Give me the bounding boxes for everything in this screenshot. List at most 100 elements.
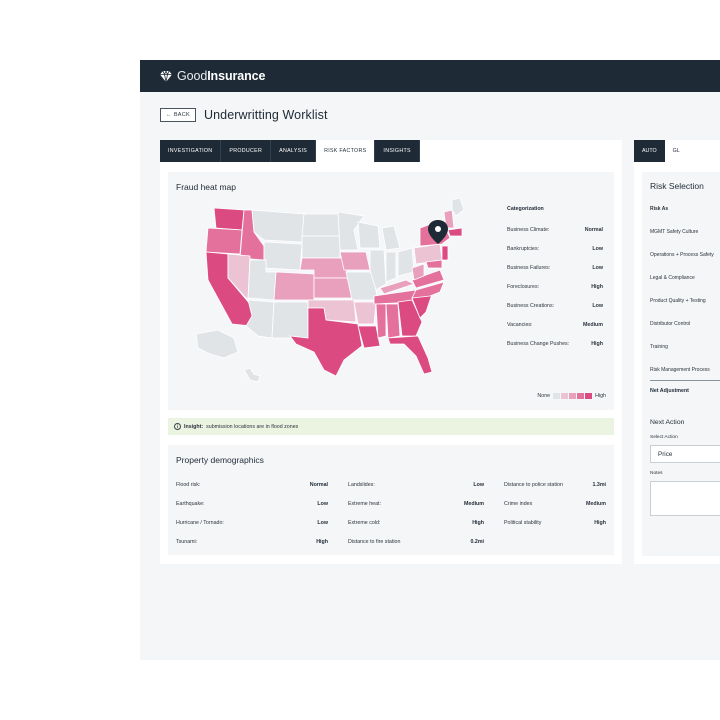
risk-item[interactable]: Product Quality + Testing (650, 298, 706, 304)
insight-banner: i Insight: submission locations are in f… (168, 418, 614, 435)
demographic-label: Distance to police station (504, 482, 563, 488)
heat-map-legend: None High (537, 393, 606, 399)
state-florida (387, 335, 433, 375)
demographic-value: High (472, 520, 484, 526)
state-mississippi (375, 303, 387, 339)
state-south-dakota (301, 235, 341, 259)
state-new-jersey (441, 245, 449, 261)
state-new-mexico (271, 301, 309, 339)
risk-list: Risk As MGMT Safety Culture Operations +… (650, 206, 720, 390)
location-pin-icon[interactable] (428, 220, 448, 244)
state-west-virginia (411, 263, 425, 281)
tab-risk-factors[interactable]: RISK FACTORS (316, 140, 376, 162)
state-arizona (245, 299, 275, 339)
divider (650, 380, 720, 381)
page-title: Underwritting Worklist (204, 108, 328, 122)
state-wyoming (263, 241, 303, 271)
categorization-value: High (591, 341, 603, 347)
demographic-label: Flood risk: (176, 482, 201, 488)
arrow-left-icon: ← (166, 112, 172, 118)
categorization-label: Bankruptcies: (507, 246, 540, 252)
categorization-list: Categorization Business Climate: Normal B… (507, 206, 603, 360)
us-map (195, 198, 464, 383)
legend-swatch (553, 393, 561, 399)
state-washington (213, 207, 245, 231)
notes-textarea[interactable] (650, 481, 720, 516)
fraud-heat-map-card: Fraud heat map (168, 172, 614, 410)
state-alaska (195, 329, 239, 359)
risk-selection-title: Risk Selection (650, 181, 704, 191)
state-colorado (273, 271, 315, 301)
tab-analysis[interactable]: ANALYSIS (271, 140, 317, 162)
tab-investigation[interactable]: INVESTIGATION (160, 140, 222, 162)
back-button[interactable]: ← BACK (160, 108, 196, 122)
categorization-label: Foreclosures: (507, 284, 540, 290)
risk-selection-panel: AUTO GL Risk Selection Risk As MGMT Safe… (634, 140, 720, 564)
categorization-value: High (591, 284, 603, 290)
risk-item[interactable]: Legal & Compliance (650, 275, 695, 281)
state-louisiana (357, 325, 381, 349)
risk-item[interactable]: MGMT Safety Culture (650, 229, 699, 235)
state-virginia (411, 269, 445, 289)
select-action-label: Select Action (650, 435, 678, 440)
legend-swatch (561, 393, 569, 399)
categorization-row: Business Change Pushes: High (507, 341, 603, 360)
demographic-label: Extreme cold: (348, 520, 381, 526)
state-massachusetts (447, 227, 463, 237)
legend-swatches (553, 393, 593, 399)
logo[interactable]: GoodInsurance (160, 69, 265, 83)
risk-factors-panel: INVESTIGATION PRODUCER ANALYSIS RISK FAC… (160, 140, 622, 564)
state-arkansas (353, 301, 377, 325)
risk-selection-card: Risk Selection Risk As MGMT Safety Cultu… (642, 172, 720, 556)
categorization-row: Business Creations: Low (507, 303, 603, 322)
gem-icon (160, 70, 172, 82)
tab-insights[interactable]: INSIGHTS (375, 140, 420, 162)
next-action-title: Next Action (650, 419, 685, 426)
state-wisconsin (357, 221, 381, 249)
legend-swatch (585, 393, 593, 399)
net-adjustment-label: Net Adjustment (650, 388, 689, 394)
demographic-value: Medium (463, 501, 484, 507)
risk-item[interactable]: Distributor Control (650, 321, 691, 327)
demographic-label: Earthquake: (176, 501, 205, 507)
categorization-value: Low (592, 303, 603, 309)
tab-bar: INVESTIGATION PRODUCER ANALYSIS RISK FAC… (160, 140, 622, 162)
select-action-dropdown[interactable]: Price (650, 445, 720, 463)
brand-name-bold: Insurance (207, 69, 266, 83)
state-maryland (425, 259, 443, 269)
demographic-label: Distance to fire station (348, 539, 401, 545)
categorization-label: Business Change Pushes: (507, 341, 570, 347)
categorization-label: Business Failures: (507, 265, 551, 271)
demographic-value: High (316, 539, 328, 545)
legend-high-label: High (595, 393, 606, 399)
demographic-value: 1.3mi (592, 482, 606, 488)
categorization-row: Business Failures: Low (507, 265, 603, 284)
demographic-pair: Distance to police station 1.3mi (488, 482, 606, 501)
risk-item[interactable]: Risk Management Process (650, 367, 710, 373)
state-maine (451, 198, 464, 217)
risk-item[interactable]: Training (650, 344, 668, 350)
insight-text: submission locations are in flood zones (206, 423, 299, 430)
risk-item[interactable]: Operations + Process Safety (650, 252, 714, 258)
demographic-pair (488, 539, 606, 558)
demographic-value: Normal (309, 482, 328, 488)
brand-name-light: Good (177, 69, 208, 83)
info-icon: i (174, 423, 181, 430)
app-window: GoodInsurance ← BACK Underwritting Workl… (140, 60, 720, 660)
property-demographics-card: Property demographics Flood risk: Normal… (168, 445, 614, 555)
insight-prefix: Insight: (184, 423, 204, 430)
demographic-label: Hurricane / Tornado: (176, 520, 224, 526)
tab-producer[interactable]: PRODUCER (221, 140, 272, 162)
legend-swatch (569, 393, 577, 399)
demographic-label: Extreme heat: (348, 501, 381, 507)
categorization-row: Bankruptcies: Low (507, 246, 603, 265)
state-michigan (381, 225, 401, 251)
state-hawaii (243, 367, 261, 383)
demographic-value: Medium (585, 501, 606, 507)
state-indiana (385, 251, 397, 283)
categorization-row: Business Climate: Normal (507, 227, 603, 246)
tab-gl[interactable]: GL (664, 140, 688, 162)
categorization-value: Normal (584, 227, 603, 233)
tab-auto[interactable]: AUTO (634, 140, 665, 162)
page-header: ← BACK Underwritting Worklist (160, 108, 328, 122)
